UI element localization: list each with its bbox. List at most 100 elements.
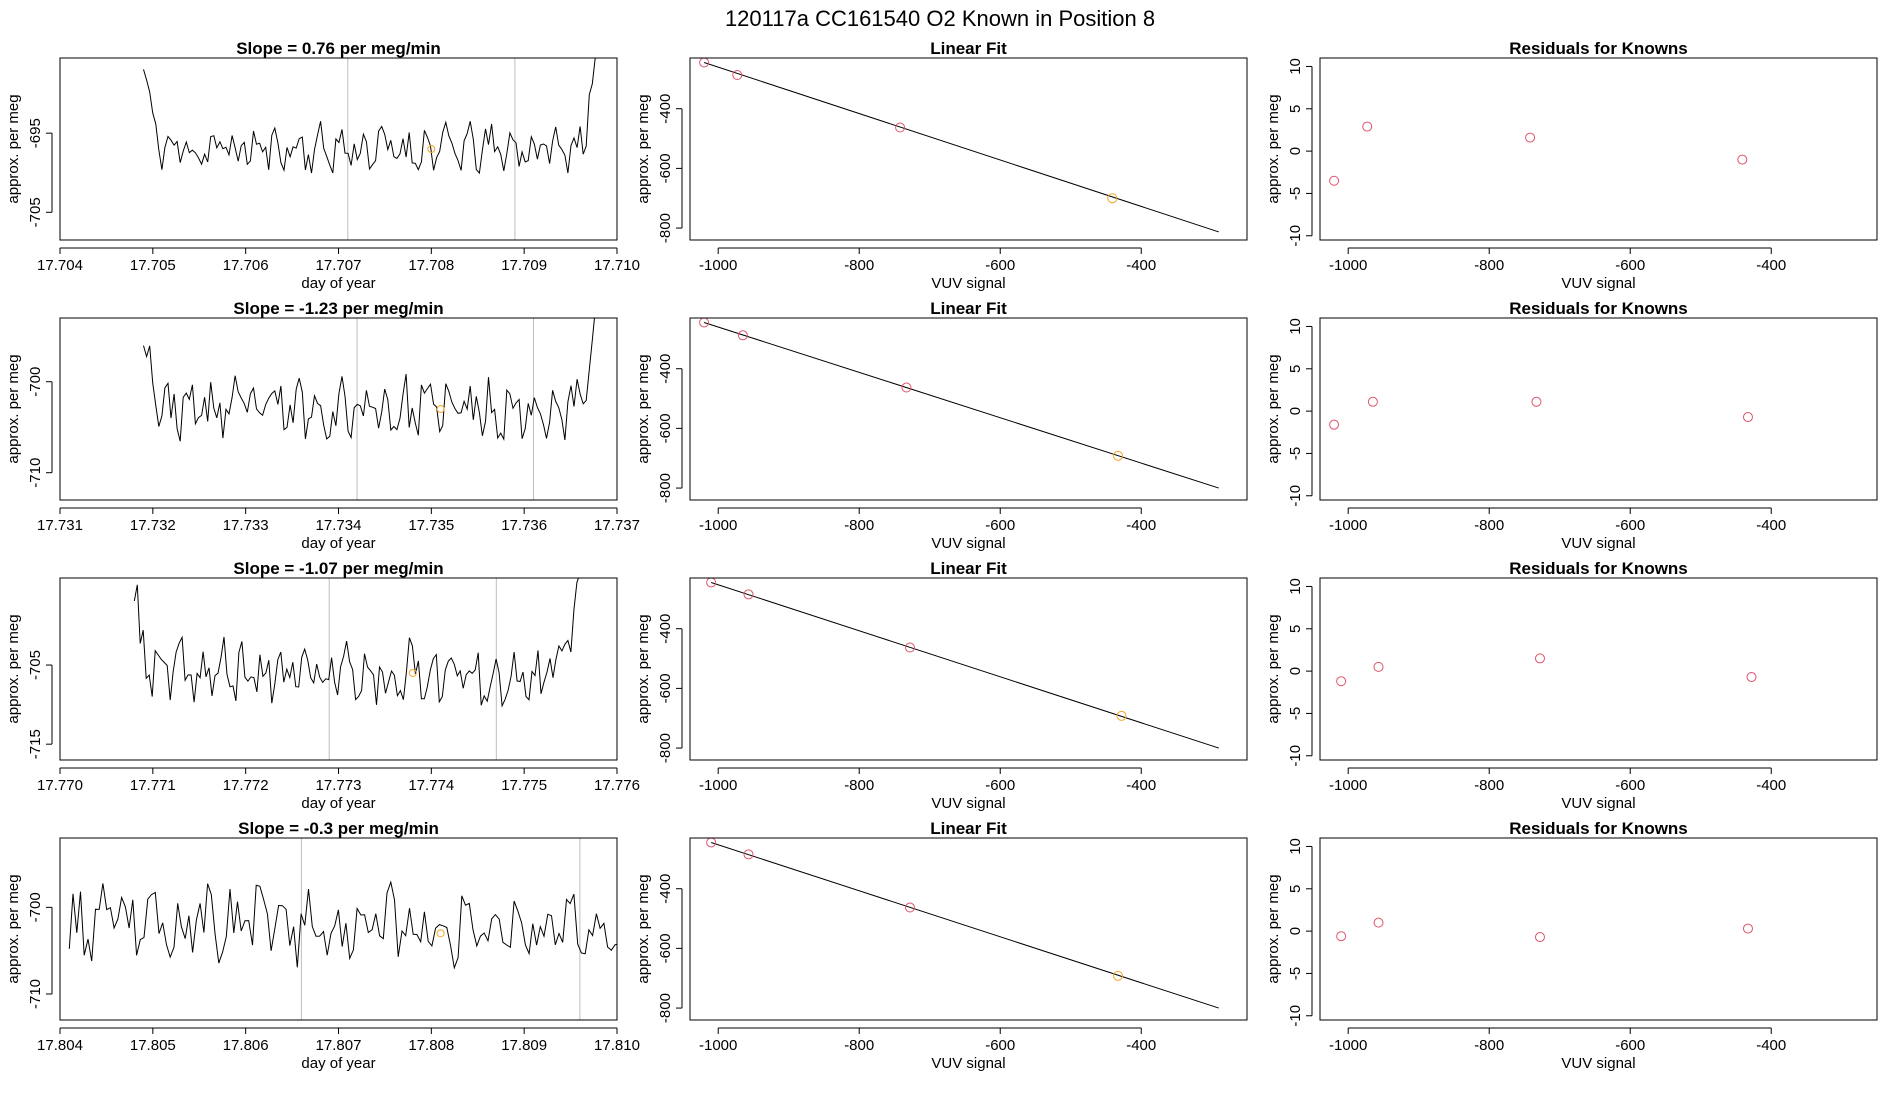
x-tick-label: -600 [1615, 777, 1645, 794]
y-tick-label: -400 [657, 614, 674, 644]
panel-title: Residuals for Knowns [1509, 819, 1688, 838]
y-tick-label: -705 [27, 197, 44, 227]
plot-frame [59, 57, 618, 241]
y-tick-label: -400 [657, 94, 674, 124]
x-tick-label: 17.735 [408, 517, 454, 534]
x-tick-label: -400 [1126, 777, 1156, 794]
plot-frame [689, 317, 1248, 501]
data-point [699, 58, 710, 68]
plot-area [143, 318, 595, 500]
x-tick-label: 17.705 [130, 257, 176, 274]
x-tick-label: -800 [844, 257, 874, 274]
y-tick-label: -10 [1287, 485, 1304, 507]
data-point [743, 589, 754, 600]
data-point [1742, 923, 1753, 934]
data-point [1373, 661, 1384, 672]
plot-frame [1319, 317, 1878, 501]
chart-panel-4-2: -1000 -800 -600 -400 VUV signal -400 -600 -800 a… [635, 819, 1248, 1072]
plot-area [1336, 653, 1757, 687]
data-point [706, 838, 717, 848]
x-tick-label: 17.731 [37, 517, 83, 534]
x-tick-label: -600 [985, 257, 1015, 274]
y-tick-label: -710 [27, 979, 44, 1009]
plot-frame [689, 57, 1248, 241]
plot-frame [59, 837, 618, 1021]
x-tick-label: -1000 [699, 1037, 737, 1054]
x-tick-label: 17.708 [408, 257, 454, 274]
fit-line [703, 62, 1219, 233]
known-point-marker [427, 145, 436, 153]
plot-area [1329, 121, 1748, 186]
x-tick-label: 17.804 [37, 1037, 83, 1054]
x-tick-label: 17.707 [316, 257, 362, 274]
y-tick-label: -5 [1287, 967, 1304, 980]
x-axis-label: VUV signal [931, 275, 1005, 292]
y-tick-label: -600 [657, 933, 674, 963]
x-tick-label: 17.774 [408, 777, 454, 794]
x-tick-label: 17.709 [501, 257, 547, 274]
x-tick-label: -600 [1615, 517, 1645, 534]
x-tick-label: 17.775 [501, 777, 547, 794]
y-axis-label: approx. per meg [1265, 94, 1282, 203]
x-tick-label: -400 [1756, 1037, 1786, 1054]
data-point [901, 382, 912, 393]
data-point [1746, 672, 1757, 683]
y-tick-label: 5 [1287, 365, 1304, 373]
x-tick-label: -600 [1615, 257, 1645, 274]
data-point [904, 642, 915, 653]
plot-frame [59, 317, 618, 501]
x-tick-label: 17.810 [594, 1037, 640, 1054]
y-tick-label: 0 [1287, 927, 1304, 935]
x-tick-label: -600 [985, 1037, 1015, 1054]
chart-panel-1-2: -1000 -800 -600 -400 VUV signal -400 -600 -800 a… [635, 39, 1248, 292]
plot-area [1336, 917, 1753, 943]
y-tick-label: 0 [1287, 147, 1304, 155]
fit-line [710, 582, 1219, 749]
data-trace-line [133, 578, 579, 708]
x-tick-label: -800 [1474, 257, 1504, 274]
x-tick-label: -400 [1126, 517, 1156, 534]
y-axis-label: approx. per meg [1265, 874, 1282, 983]
figure-title: 120117a CC161540 O2 Known in Position 8 [725, 6, 1155, 31]
chart-panel-4-1: 17.804 17.805 17.806 17.807 17.808 17.809 17.8… [5, 819, 640, 1072]
data-point [706, 578, 717, 588]
plot-frame [59, 577, 618, 761]
y-tick-label: -700 [27, 892, 44, 922]
data-point [1525, 132, 1536, 143]
panel-title: Residuals for Knowns [1509, 39, 1688, 58]
panel-title: Linear Fit [930, 39, 1007, 58]
y-tick-label: -10 [1287, 745, 1304, 767]
x-tick-label: -400 [1756, 777, 1786, 794]
plot-area [699, 318, 1219, 489]
data-point [1373, 917, 1384, 928]
data-point [1534, 653, 1545, 664]
y-tick-label: -5 [1287, 187, 1304, 200]
y-axis-label: approx. per meg [635, 614, 652, 723]
x-axis-label: VUV signal [931, 795, 1005, 812]
chart-panel-2-2: -1000 -800 -600 -400 VUV signal -400 -600 -800 a… [635, 299, 1248, 552]
data-point [904, 902, 915, 913]
x-tick-label: -800 [1474, 1037, 1504, 1054]
plot-area [1329, 396, 1753, 430]
x-tick-label: 17.773 [316, 777, 362, 794]
x-axis-label: day of year [301, 795, 375, 812]
data-trace-line [143, 318, 595, 442]
x-tick-label: 17.805 [130, 1037, 176, 1054]
plot-frame [1319, 57, 1878, 241]
y-tick-label: 0 [1287, 667, 1304, 675]
x-tick-label: -400 [1756, 517, 1786, 534]
chart-panel-2-3: -1000 -800 -600 -400 VUV signal 10 5 0 -5 -10 appr… [1265, 299, 1878, 552]
y-axis-label: approx. per meg [635, 354, 652, 463]
y-axis-label: approx. per meg [1265, 354, 1282, 463]
x-axis-label: VUV signal [1561, 535, 1635, 552]
y-axis-label: approx. per meg [5, 94, 22, 203]
y-tick-label: 10 [1287, 838, 1304, 855]
x-tick-label: -1000 [1329, 257, 1367, 274]
x-tick-label: -800 [1474, 777, 1504, 794]
panel-title: Residuals for Knowns [1509, 299, 1688, 318]
y-tick-label: 0 [1287, 407, 1304, 415]
y-tick-label: -400 [657, 874, 674, 904]
x-tick-label: -1000 [699, 777, 737, 794]
plot-area [133, 578, 579, 760]
